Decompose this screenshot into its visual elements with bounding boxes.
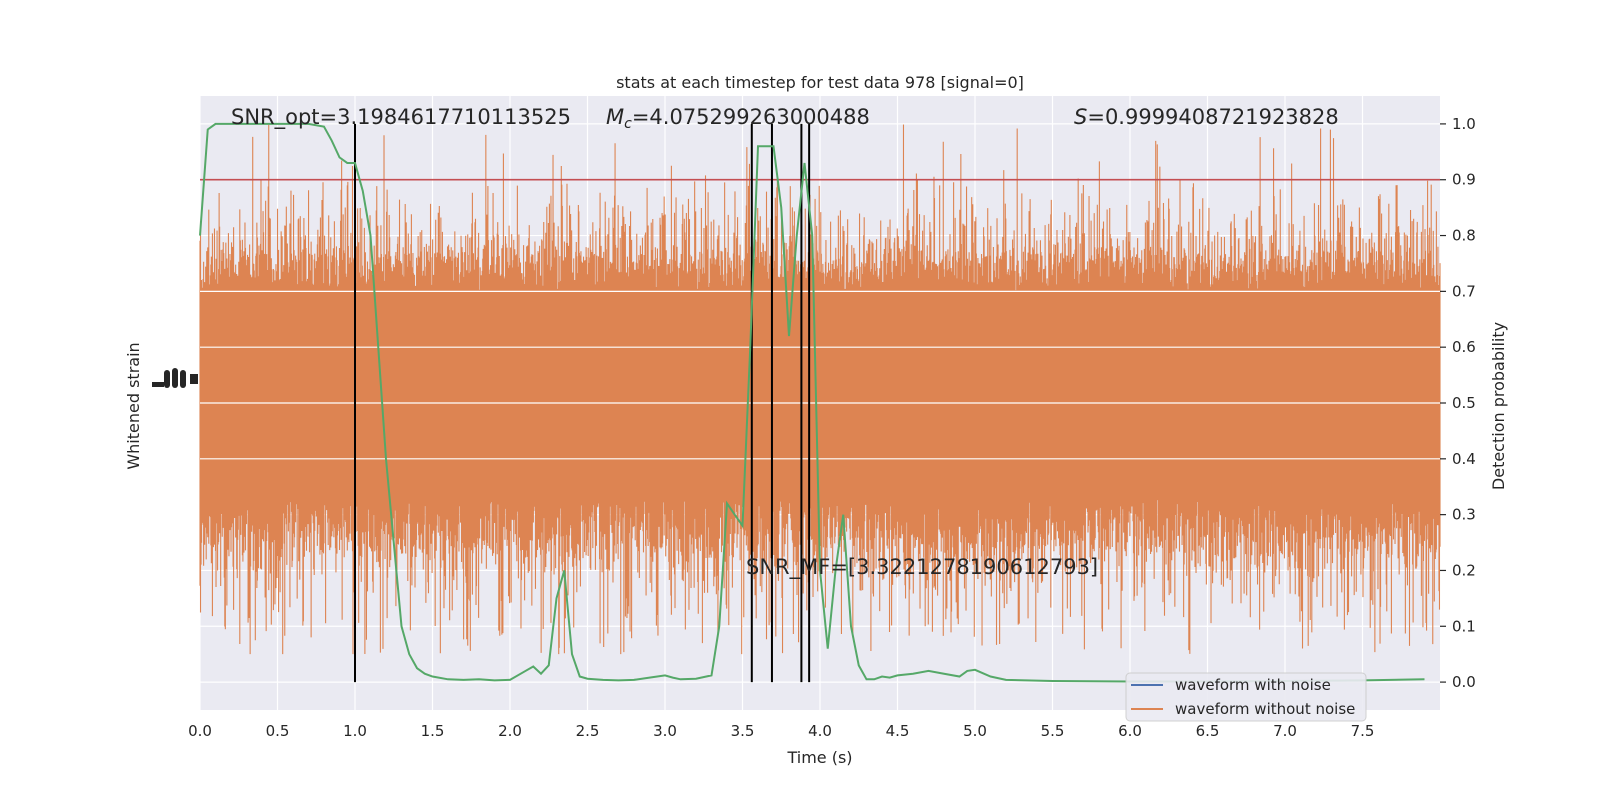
y-tick-label: 0.4: [1452, 450, 1476, 468]
event-lines: [354, 123, 811, 683]
strain-waveform: [199, 124, 1441, 655]
snr-mf-annotation: SNR_MF=[3.322127819061279​3]: [746, 555, 1098, 580]
x-tick-label: 6.5: [1196, 722, 1220, 740]
legend-box: [1125, 672, 1367, 722]
x-tick-label: 0.0: [188, 722, 212, 740]
x-tick-label: 7.0: [1273, 722, 1297, 740]
left-axis-collapsed-ticks: [152, 368, 198, 388]
legend: waveform with noise waveform without noi…: [1125, 672, 1367, 722]
y-axis-left-label: Whitened strain: [124, 342, 143, 469]
y-tick-label: 0.8: [1452, 227, 1476, 245]
x-tick-label: 7.5: [1351, 722, 1375, 740]
waveform-core-band: [200, 291, 1440, 498]
x-tick-label: 5.5: [1041, 722, 1065, 740]
y-axis-right-ticks: 0.0 0.1 0.2 0.3 0.4 0.5 0.6 0.7 0.8 0.9 1.0: [1440, 115, 1476, 691]
x-tick-label: 2.5: [576, 722, 600, 740]
legend-entry-without-noise: waveform without noise: [1175, 700, 1355, 718]
snr-opt-annotation: SNR_opt=3.1984617710113525: [231, 105, 571, 130]
x-tick-label: 3.0: [653, 722, 677, 740]
x-tick-label: 4.0: [808, 722, 832, 740]
s-value-annotation: S=0.9999408721923828: [1074, 105, 1339, 129]
y-tick-label: 0.9: [1452, 171, 1476, 189]
x-tick-label: 1.5: [421, 722, 445, 740]
x-tick-label: 6.0: [1118, 722, 1142, 740]
detection-probability-line-group: [199, 122, 1425, 683]
y-tick-label: 0.0: [1452, 673, 1476, 691]
y-tick-label: 0.7: [1452, 282, 1476, 300]
y-tick-label: 0.5: [1452, 394, 1476, 412]
x-tick-label: 3.5: [731, 722, 755, 740]
detection-probability-line: [199, 122, 1425, 683]
x-tick-label: 4.5: [886, 722, 910, 740]
y-tick-label: 0.2: [1452, 561, 1476, 579]
legend-entry-with-noise: waveform with noise: [1175, 676, 1331, 694]
chart-title: stats at each timestep for test data 978…: [616, 73, 1024, 92]
chirp-mass-annotation: Mc=4.075299263000488: [606, 105, 870, 132]
x-tick-label: 2.0: [498, 722, 522, 740]
x-tick-label: 5.0: [963, 722, 987, 740]
x-axis-label: Time (s): [786, 748, 852, 767]
x-tick-label: 0.5: [266, 722, 290, 740]
y-tick-label: 0.1: [1452, 617, 1476, 635]
y-tick-label: 0.6: [1452, 338, 1476, 356]
y-tick-label: 0.3: [1452, 506, 1476, 524]
y-tick-label: 1.0: [1452, 115, 1476, 133]
x-axis-ticks: 0.0 0.5 1.0 1.5 2.0 2.5 3.0 3.5 4.0 4.5 5.0 5.5 6.0 6…: [188, 722, 1374, 740]
x-tick-label: 1.0: [343, 722, 367, 740]
y-axis-right-label: Detection probability: [1489, 322, 1508, 490]
